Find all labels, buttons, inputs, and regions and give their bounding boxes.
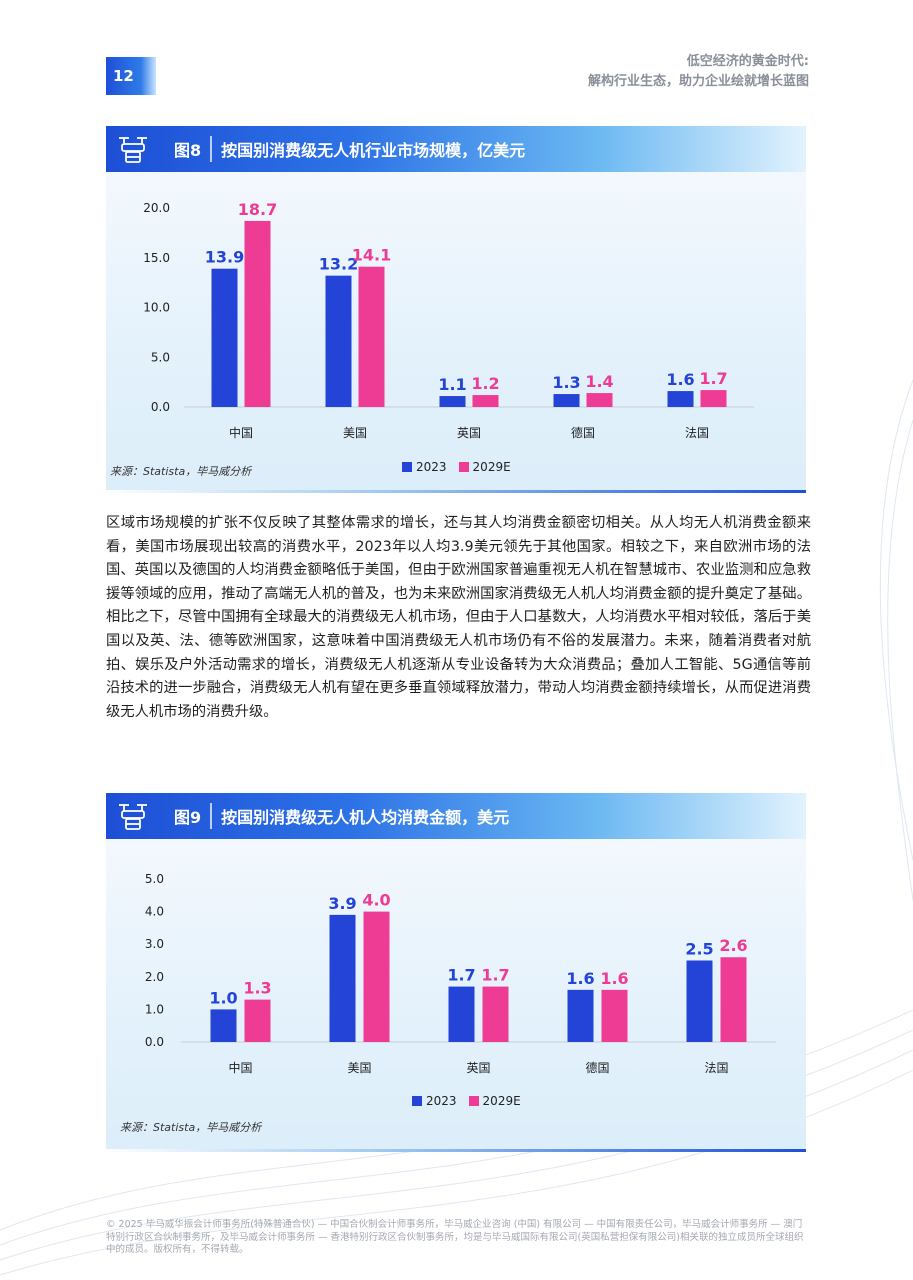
bar-2023 [667,391,694,407]
data-label: 2.6 [719,936,747,955]
drone-icon [106,126,160,172]
y-tick-label: 10.0 [143,301,170,315]
data-label: 1.1 [438,375,466,394]
data-label: 2.5 [685,940,713,959]
x-tick-label: 中国 [229,425,253,440]
y-tick-label: 5.0 [145,872,164,886]
y-tick-label: 1.0 [145,1002,164,1016]
figure-9-number: 图9 [174,808,202,827]
x-tick-label: 法国 [704,1061,728,1075]
figure-8-legend: 2023 2029E [402,460,511,474]
bar-2029e [586,393,613,407]
legend-swatch-2023 [412,1096,422,1106]
data-label: 1.7 [481,966,509,985]
legend-label: 2023 [426,1094,457,1108]
data-label: 4.0 [362,891,390,910]
bar-2023 [448,986,475,1042]
bar-2029e [363,911,390,1042]
bar-2029e [482,986,509,1042]
figure-9-source: 来源：Statista，毕马威分析 [120,1121,262,1134]
bar-2023 [686,960,713,1042]
y-tick-label: 3.0 [145,937,164,951]
data-label: 1.6 [666,370,694,389]
bar-2023 [567,989,594,1042]
data-label: 1.7 [447,966,475,985]
legend-swatch-2023 [402,462,412,472]
x-tick-label: 德国 [585,1060,609,1075]
header-line-1: 低空经济的黄金时代: [686,54,809,69]
bar-2023 [210,1009,237,1042]
page-number: 12 [106,57,156,95]
copyright-footer: © 2025 毕马威华振会计师事务所(特殊普通合伙) — 中国合伙制会计师事务所… [106,1219,804,1255]
x-tick-label: 美国 [343,426,367,440]
x-tick-label: 德国 [571,425,595,440]
data-label: 1.3 [243,979,271,998]
y-tick-label: 0.0 [145,1035,164,1049]
data-label: 1.3 [552,373,580,392]
data-label: 13.2 [319,255,358,274]
legend-item-2023: 2023 [402,460,447,474]
data-label: 1.7 [699,369,727,388]
header-line-2: 解构行业生态，助力企业绘就增长蓝图 [587,74,809,89]
data-label: 1.6 [600,969,628,988]
figure-8-bottom-rule [106,490,806,493]
figure-9-banner: 图9 按国别消费级无人机人均消费金额，美元 [106,793,806,839]
legend-item-2023: 2023 [412,1094,457,1108]
y-tick-label: 20.0 [143,201,170,215]
figure-9-chart-svg: 0.0 1.0 2.0 3.0 4.0 5.0 中国 1.0 1.3 美国 3.9 4.0 英国 1.7 1… [145,872,776,1075]
data-label: 1.0 [209,988,237,1007]
drone-icon [106,793,160,839]
y-tick-label: 4.0 [145,905,164,919]
legend-label: 2029E [482,1094,521,1108]
x-tick-label: 中国 [228,1060,252,1075]
y-tick-label: 5.0 [151,350,170,364]
bar-2023 [439,396,466,407]
x-tick-label: 美国 [347,1061,371,1075]
bar-2023 [211,268,238,407]
figure-9-legend: 2023 2029E [412,1094,521,1108]
data-label: 13.9 [205,248,244,267]
bar-2029e [244,999,271,1042]
data-label: 1.2 [471,374,499,393]
bar-2029e [700,390,727,407]
data-label: 1.6 [566,969,594,988]
y-tick-label: 0.0 [151,400,170,414]
figure-8-divider [210,136,213,162]
bar-2023 [329,914,356,1042]
figure-8-title: 按国别消费级无人机行业市场规模，亿美元 [221,141,526,160]
x-tick-label: 法国 [685,426,709,440]
figure-8-source: 来源：Statista，毕马威分析 [110,465,252,478]
figure-8-number: 图8 [174,141,202,160]
data-label: 18.7 [238,200,277,219]
y-tick-label: 15.0 [143,251,170,265]
legend-label: 2023 [416,460,447,474]
bar-2029e [720,957,747,1042]
body-paragraph: 区域市场规模的扩张不仅反映了其整体需求的增长，还与其人均消费金额密切相关。从人均… [106,515,811,720]
legend-label: 2029E [472,460,511,474]
y-tick-label: 2.0 [145,970,164,984]
bar-2029e [601,989,628,1042]
legend-swatch-2029e [468,1096,479,1106]
figure-8-banner: 图8 按国别消费级无人机行业市场规模，亿美元 [106,126,806,172]
bar-2023 [325,275,352,407]
running-header: 低空经济的黄金时代: 解构行业生态，助力企业绘就增长蓝图 [588,52,809,92]
x-tick-label: 英国 [466,1061,490,1075]
figure-9-bottom-rule [106,1149,806,1152]
bar-2029e [472,395,499,407]
data-label: 3.9 [328,894,356,913]
figure-8-chart-svg: 0.0 5.0 10.0 15.0 20.0 中国 13.9 18.7 美国 13.214.1 英国… [143,200,754,440]
bar-2023 [553,394,580,407]
data-label: 14.1 [352,246,391,265]
figure-8-chart: 0.0 5.0 10.0 15.0 20.0 中国 13.9 18.7 美国 13.2 14.1 英国… [106,172,806,490]
legend-item-2029e: 2029E [458,460,511,474]
figure-9-divider [210,803,213,829]
bar-2029e [358,266,385,407]
figure-9-title: 按国别消费级无人机人均消费金额，美元 [221,808,510,827]
x-tick-label: 英国 [457,426,481,440]
figure-9-chart: 0.0 1.0 2.0 3.0 4.0 5.0 中国 1.0 1.3 美国 3.9 4.0 英国 1.7 1… [106,839,806,1149]
data-label: 1.4 [585,372,613,391]
legend-swatch-2029e [458,462,469,472]
bar-2029e [244,220,271,407]
legend-item-2029e: 2029E [468,1094,521,1108]
